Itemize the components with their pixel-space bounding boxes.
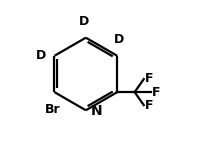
Text: F: F <box>145 99 153 112</box>
Text: D: D <box>36 49 46 62</box>
Text: F: F <box>145 72 153 85</box>
Text: F: F <box>152 86 160 99</box>
Text: D: D <box>79 15 89 28</box>
Text: Br: Br <box>45 103 61 116</box>
Text: N: N <box>91 104 103 118</box>
Text: D: D <box>114 33 124 46</box>
